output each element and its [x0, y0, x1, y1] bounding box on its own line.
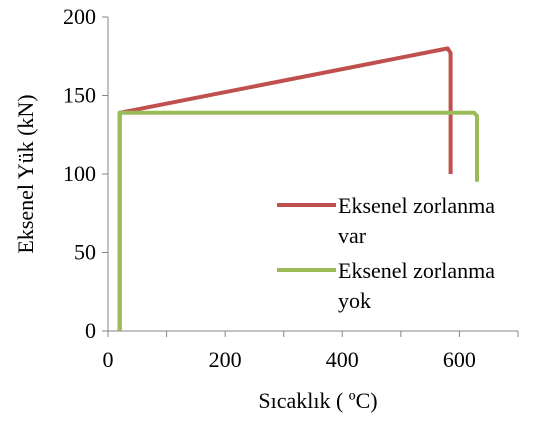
x-tick-label: 600 [443, 347, 476, 372]
legend-label-2: Eksenel zorlanma [338, 258, 495, 283]
y-tick-label: 50 [74, 240, 96, 265]
legend-label-2: yok [338, 288, 371, 313]
x-tick-label: 0 [103, 347, 114, 372]
y-tick-label: 150 [63, 83, 96, 108]
y-tick-label: 200 [63, 4, 96, 29]
x-tick-label: 200 [209, 347, 242, 372]
legend-label-1: Eksenel zorlanma [338, 193, 495, 218]
y-tick-label: 0 [85, 318, 96, 343]
x-axis-title: Sıcaklık ( ºC) [258, 388, 377, 413]
x-tick-label: 400 [326, 347, 359, 372]
y-tick-label: 100 [63, 161, 96, 186]
series-line-1 [117, 46, 453, 331]
series-line-2 [117, 110, 479, 331]
y-axis-title: Eksenel Yük (kN) [13, 94, 38, 253]
legend: Eksenel zorlanma var Eksenel zorlanma yok [277, 193, 495, 313]
series-group [117, 46, 479, 331]
axes: 0 50 100 150 200 0 200 400 600 [63, 4, 519, 372]
legend-label-1: var [338, 223, 367, 248]
